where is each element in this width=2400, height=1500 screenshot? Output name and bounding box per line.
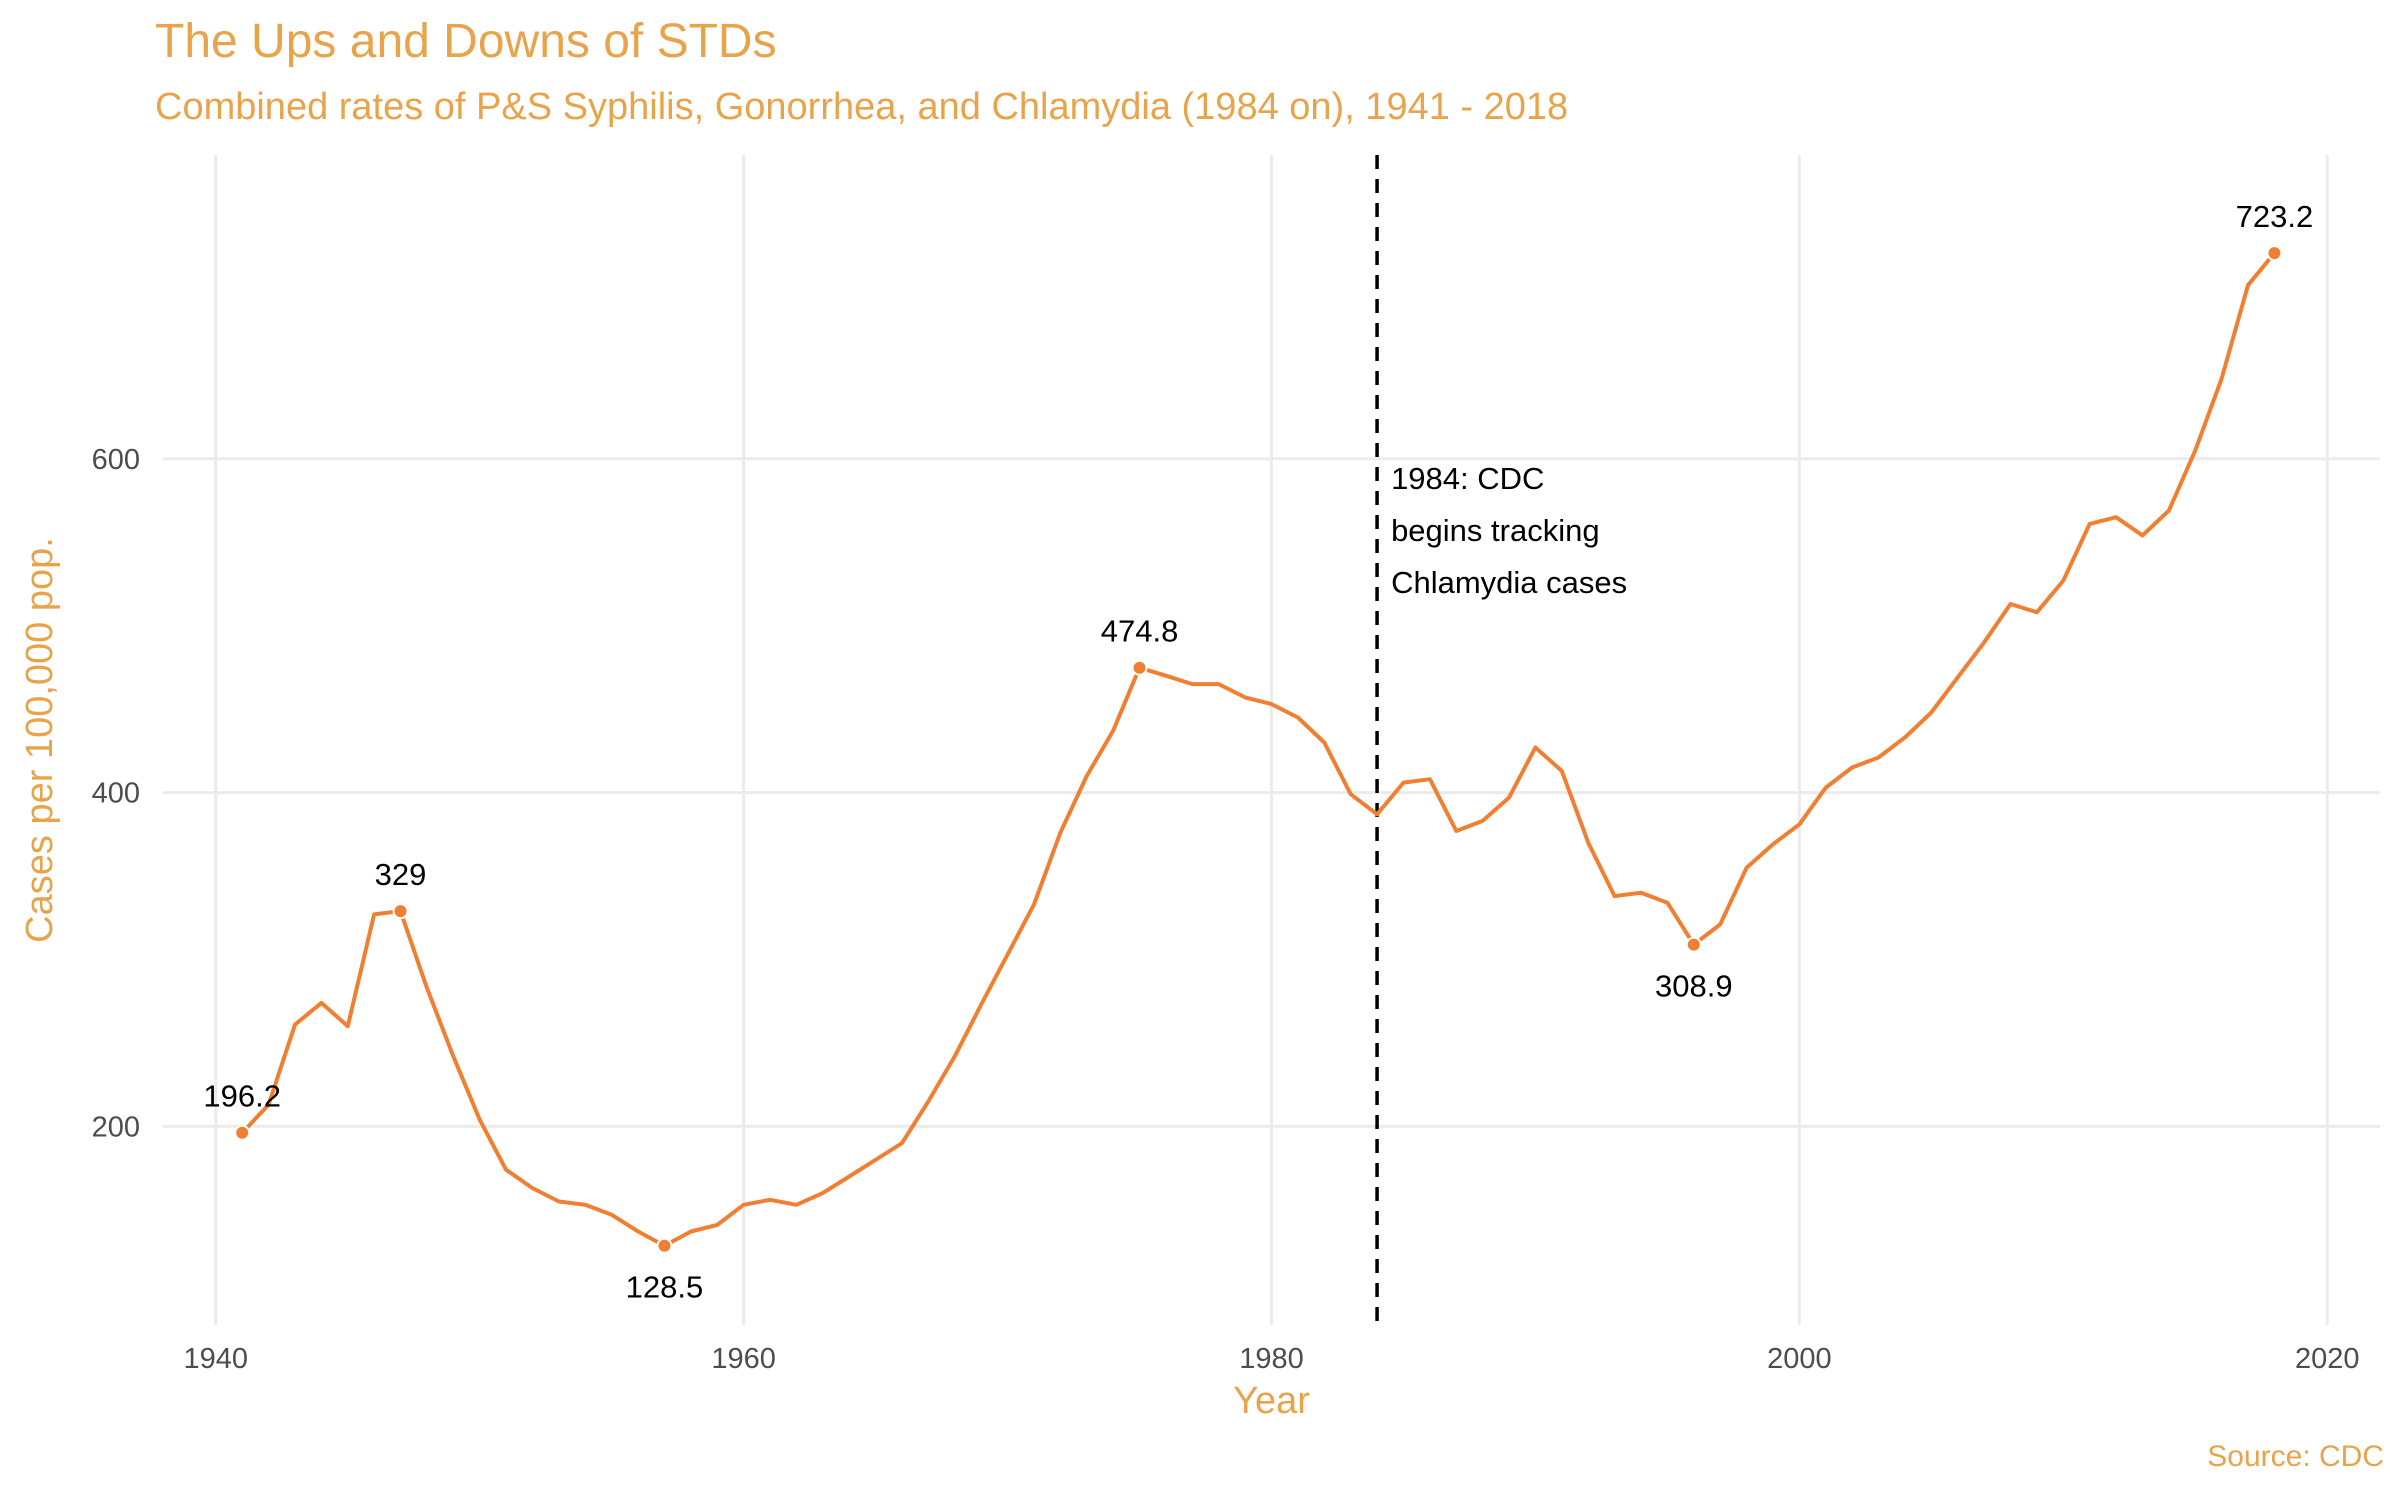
point-labels: 196.2 329 128.5 474.8 308.9 723.2 [203,199,2313,1305]
event-annotation-line: 1984: CDC [1391,461,1544,496]
data-point [656,1237,673,1254]
y-tick-label: 600 [92,444,140,476]
event-annotation-line: Chlamydia cases [1391,565,1627,600]
data-point [1131,659,1148,676]
event-annotation: 1984: CDC begins tracking Chlamydia cases [1391,461,1627,600]
series-line [240,251,2276,1248]
y-axis-ticks: 200 400 600 [92,444,140,1144]
y-tick-label: 200 [92,1111,140,1143]
data-point [234,1124,251,1141]
x-axis-title: Year [1233,1380,1310,1422]
y-axis-title: Cases per 100,000 pop. [19,537,61,943]
source-caption: Source: CDC [2207,1440,2384,1473]
event-annotation-line: begins tracking [1391,513,1600,548]
x-tick-label: 1980 [1239,1343,1304,1375]
data-point [392,903,409,920]
point-label: 723.2 [2236,199,2314,234]
labeled-points [234,245,2283,1254]
point-label: 308.9 [1655,969,1733,1004]
x-tick-label: 1940 [184,1343,249,1375]
point-label: 474.8 [1101,614,1179,649]
point-label: 128.5 [626,1270,704,1305]
point-label: 196.2 [203,1079,281,1114]
x-tick-label: 2000 [1767,1343,1832,1375]
chart-subtitle: Combined rates of P&S Syphilis, Gonorrhe… [155,86,1569,128]
data-point [2266,245,2283,262]
chart-title: The Ups and Downs of STDs [155,15,777,68]
x-axis-ticks: 1940 1960 1980 2000 2020 [184,1343,2360,1375]
y-tick-label: 400 [92,778,140,810]
x-tick-label: 2020 [2295,1343,2360,1375]
x-tick-label: 1960 [711,1343,776,1375]
grid-lines [163,155,2380,1325]
data-point [1685,936,1702,953]
point-label: 329 [375,857,427,892]
